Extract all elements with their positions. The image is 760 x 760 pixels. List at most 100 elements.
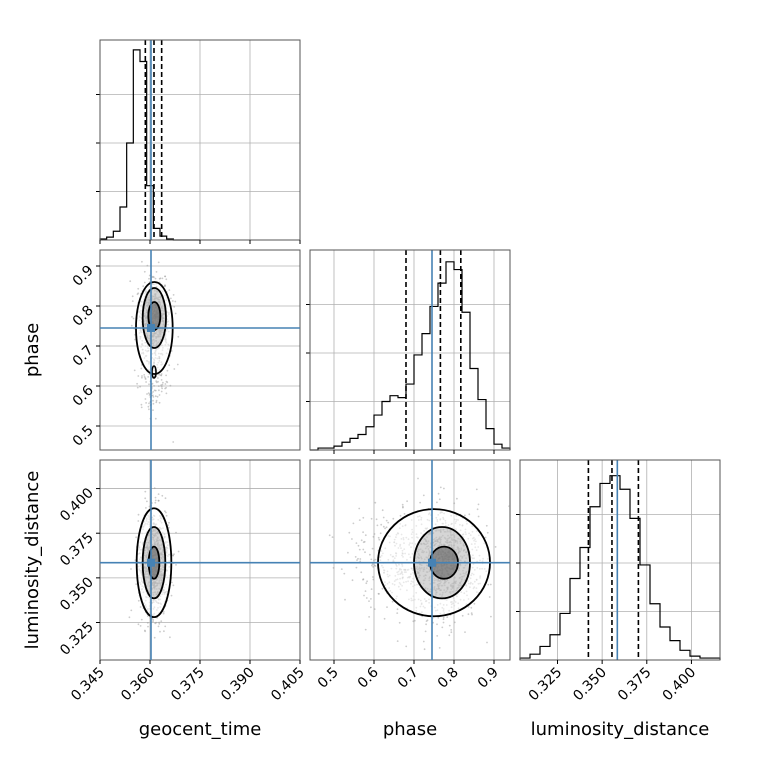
sample-point bbox=[424, 630, 427, 633]
sample-point bbox=[484, 536, 487, 539]
sample-point bbox=[170, 581, 173, 584]
sample-point bbox=[129, 280, 132, 283]
sample-point bbox=[161, 387, 164, 390]
sample-point bbox=[425, 623, 427, 626]
sample-point bbox=[399, 514, 402, 517]
sample-point bbox=[140, 367, 143, 370]
sample-point bbox=[141, 375, 143, 377]
sample-point bbox=[351, 579, 354, 582]
sample-point bbox=[177, 550, 180, 553]
sample-point bbox=[377, 592, 380, 595]
sample-point bbox=[146, 622, 149, 624]
sample-point bbox=[172, 584, 175, 587]
sample-point bbox=[171, 300, 174, 302]
y-tick-label: 0.400 bbox=[57, 485, 97, 525]
sample-point bbox=[141, 376, 143, 379]
sample-point bbox=[152, 402, 155, 405]
sample-point bbox=[174, 300, 177, 303]
sample-point bbox=[142, 285, 145, 288]
sample-point bbox=[363, 594, 365, 597]
sample-point bbox=[163, 630, 165, 633]
sample-point bbox=[174, 312, 177, 315]
sample-point bbox=[359, 558, 362, 560]
sample-point bbox=[375, 518, 378, 521]
sample-point bbox=[154, 417, 157, 420]
sample-point bbox=[165, 392, 168, 395]
sample-point bbox=[401, 503, 404, 506]
luminosity-vs-geocent-time-panel: 0.345 0.360 0.375 0.390 0.4050.3250.3500.375… bbox=[57, 459, 308, 705]
sample-point bbox=[436, 501, 438, 504]
sample-point bbox=[175, 564, 177, 566]
sample-point bbox=[464, 631, 466, 633]
sample-point bbox=[137, 513, 140, 516]
sample-point bbox=[332, 567, 335, 569]
sample-point bbox=[148, 505, 151, 508]
sample-point bbox=[136, 386, 139, 389]
phase-vs-geocent-time-panel: 0.5 0.6 0.7 0.8 0.9 bbox=[70, 249, 301, 451]
sample-point bbox=[164, 275, 167, 278]
sample-point bbox=[476, 508, 479, 511]
x-tick-label: 0.405 bbox=[268, 665, 308, 705]
sample-point bbox=[362, 548, 365, 551]
sample-point bbox=[385, 519, 388, 522]
sample-point bbox=[168, 289, 171, 291]
sample-point bbox=[153, 636, 156, 639]
sample-point bbox=[464, 514, 466, 517]
sample-point bbox=[442, 616, 445, 619]
sample-point bbox=[446, 616, 449, 618]
sample-point bbox=[370, 558, 373, 561]
panel-frame bbox=[309, 459, 511, 661]
sample-point bbox=[473, 602, 476, 605]
sample-point bbox=[164, 285, 167, 287]
sample-point bbox=[133, 369, 136, 372]
sample-point bbox=[147, 405, 150, 408]
sample-point bbox=[448, 634, 451, 637]
sample-point bbox=[405, 645, 408, 648]
sample-point bbox=[364, 628, 367, 631]
sample-point bbox=[155, 401, 158, 404]
sample-point bbox=[147, 625, 149, 628]
sample-point bbox=[157, 499, 160, 502]
sample-point bbox=[371, 564, 373, 567]
sample-point bbox=[139, 625, 142, 627]
sample-point bbox=[153, 487, 156, 490]
sample-point bbox=[438, 498, 441, 501]
sample-point bbox=[137, 599, 140, 602]
sample-point bbox=[148, 274, 151, 277]
sample-point bbox=[396, 612, 399, 614]
sample-point bbox=[374, 501, 377, 504]
sample-point bbox=[131, 295, 134, 298]
sample-point bbox=[147, 376, 150, 378]
sample-point bbox=[365, 582, 368, 585]
sample-point bbox=[357, 544, 360, 547]
sample-point bbox=[508, 505, 510, 508]
sample-point bbox=[148, 383, 150, 386]
sample-point bbox=[160, 379, 163, 381]
sample-point bbox=[137, 375, 140, 377]
sample-point bbox=[365, 597, 368, 599]
sample-point bbox=[425, 620, 428, 622]
sample-point bbox=[370, 606, 372, 609]
sample-point bbox=[144, 497, 147, 500]
sample-point bbox=[382, 525, 385, 528]
sample-point bbox=[152, 620, 154, 623]
sample-point bbox=[387, 521, 390, 524]
sample-point bbox=[137, 520, 140, 522]
sample-point bbox=[396, 640, 399, 642]
sample-point bbox=[143, 270, 146, 273]
sample-point bbox=[151, 276, 154, 278]
y-tick-label: 0.325 bbox=[57, 619, 97, 659]
x-tick-label: 0.375 bbox=[615, 665, 655, 705]
sample-point bbox=[164, 497, 167, 500]
sample-point bbox=[131, 300, 134, 302]
sample-point bbox=[151, 617, 154, 620]
sample-point bbox=[370, 588, 373, 590]
sample-point bbox=[453, 621, 456, 624]
sample-point bbox=[169, 636, 171, 639]
sample-point bbox=[422, 494, 425, 497]
sample-point bbox=[154, 499, 157, 502]
sample-point bbox=[156, 395, 159, 398]
sample-point bbox=[340, 568, 343, 570]
sample-point bbox=[128, 616, 131, 619]
sample-point bbox=[173, 306, 176, 308]
